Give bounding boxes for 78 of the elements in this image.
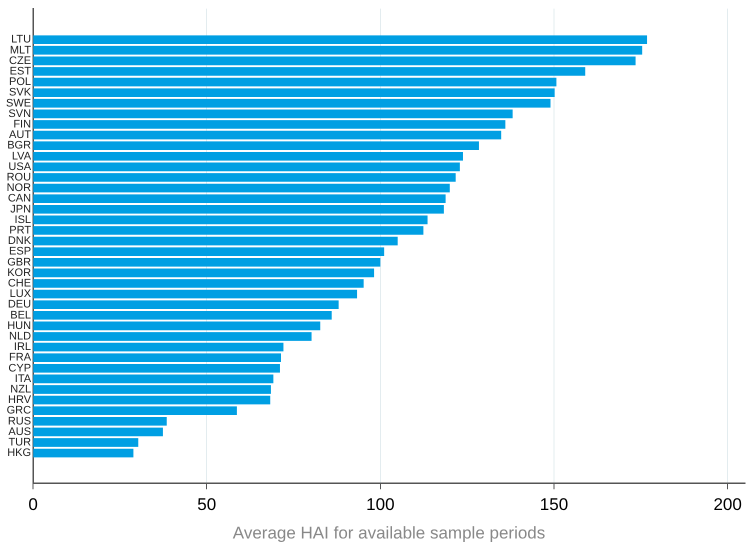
y-tick-label: KOR <box>7 266 32 279</box>
y-tick-label: CZE <box>9 54 32 67</box>
y-tick-label: HUN <box>7 320 32 332</box>
bar <box>33 35 648 44</box>
bar <box>33 258 380 267</box>
y-tick-label: ISL <box>14 214 32 226</box>
y-tick-label: GRC <box>6 404 32 417</box>
bar <box>33 332 312 341</box>
bar <box>33 310 332 320</box>
y-tick-label: SVK <box>9 86 32 99</box>
y-tick-label: JPN <box>10 203 32 216</box>
y-tick-label: ESP <box>9 246 32 258</box>
y-tick-label: USA <box>8 160 32 173</box>
y-tick-label: GBR <box>7 256 32 268</box>
y-tick-label: LVA <box>12 150 32 162</box>
y-tick-label: EST <box>10 65 32 78</box>
bar <box>33 247 384 256</box>
y-tick-label: FRA <box>9 352 32 364</box>
y-tick-label: SVN <box>8 108 32 120</box>
bar <box>33 364 280 373</box>
bar <box>33 342 284 352</box>
y-tick-label: ROU <box>6 172 32 184</box>
bar <box>33 110 513 118</box>
x-tick-label: 150 <box>540 495 568 514</box>
y-tick-label: AUT <box>9 129 32 142</box>
bar <box>33 396 270 404</box>
y-tick-label: ITA <box>14 372 32 385</box>
y-tick-label: DNK <box>8 235 32 248</box>
y-tick-label: DEU <box>8 298 32 311</box>
bar <box>33 385 271 394</box>
y-tick-label: IRL <box>14 341 32 354</box>
y-tick-label: TUR <box>8 436 32 449</box>
y-tick-label: NOR <box>6 182 32 194</box>
y-tick-label: HRV <box>8 394 32 406</box>
x-tick-label: 50 <box>197 495 216 514</box>
y-tick-label: LTU <box>11 34 32 46</box>
y-tick-label: PRT <box>9 224 32 237</box>
y-tick-label: POL <box>9 76 32 88</box>
bar <box>33 98 550 108</box>
bar <box>33 162 460 172</box>
y-tick-label: CYP <box>8 362 32 374</box>
y-tick-label: CHE <box>8 278 32 290</box>
bar <box>33 141 479 150</box>
y-tick-label: NLD <box>9 330 32 343</box>
bar <box>33 268 374 278</box>
y-tick-label: AUS <box>8 426 32 438</box>
bar <box>33 428 163 436</box>
y-tick-label: MLT <box>10 44 32 56</box>
bar <box>33 194 446 204</box>
bar <box>33 204 444 214</box>
bar <box>33 438 138 447</box>
x-tick-label: 100 <box>366 495 395 514</box>
x-tick-label: 200 <box>713 495 742 514</box>
y-tick-label: BGR <box>7 140 32 152</box>
bar <box>33 216 428 224</box>
bar <box>33 290 358 298</box>
y-tick-label: RUS <box>8 415 32 428</box>
y-tick-label: SWE <box>6 97 32 110</box>
bar <box>33 416 167 426</box>
bar <box>33 88 555 97</box>
y-tick-label: CAN <box>8 192 32 205</box>
x-axis-title: Average HAI for available sample periods <box>232 523 546 542</box>
bar <box>33 448 134 458</box>
y-tick-label: FIN <box>13 118 32 130</box>
bar <box>33 322 320 330</box>
bar <box>33 152 463 161</box>
y-tick-label: LUX <box>10 288 32 300</box>
bar <box>33 46 642 55</box>
bar <box>33 406 237 416</box>
y-tick-label: NZL <box>10 384 32 396</box>
y-tick-label: BEL <box>10 309 32 322</box>
bar <box>33 300 339 310</box>
bar <box>33 56 636 66</box>
bar <box>33 279 364 288</box>
x-tick-label: 0 <box>28 495 38 514</box>
y-tick-label: HKG <box>7 447 32 460</box>
bar <box>33 374 274 384</box>
bar <box>33 353 282 362</box>
